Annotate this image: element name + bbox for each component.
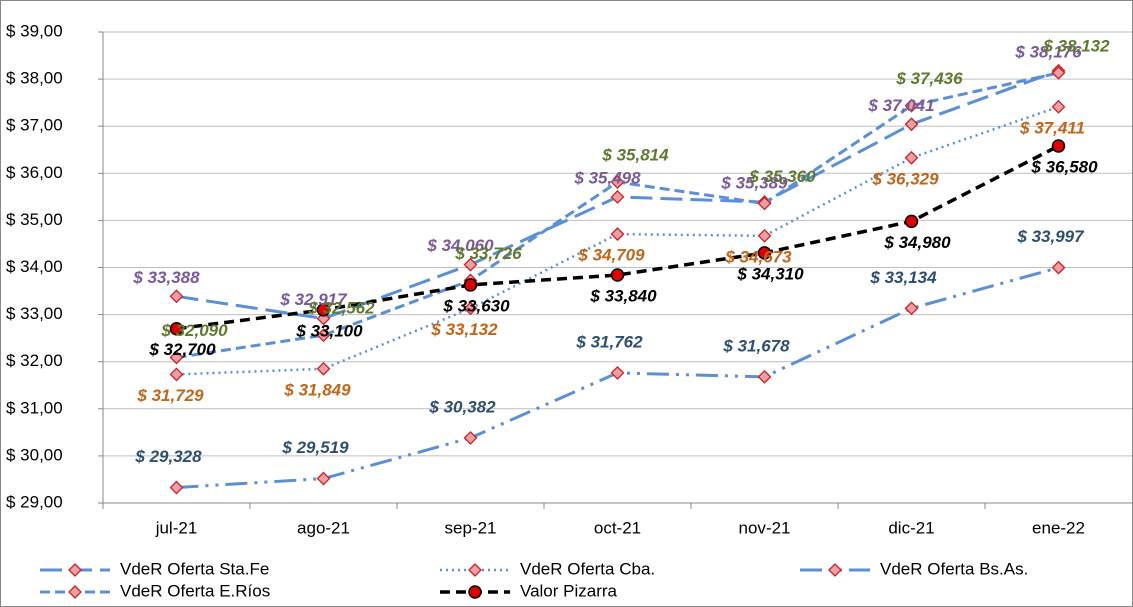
data-point bbox=[169, 289, 184, 304]
legend-label: VdeR Oferta Bs.As. bbox=[880, 559, 1028, 578]
data-point bbox=[1051, 139, 1066, 153]
data-label: $ 35,360 bbox=[748, 167, 816, 186]
data-label: $ 36,580 bbox=[1030, 157, 1098, 176]
x-tick-label: jul-21 bbox=[155, 518, 198, 537]
data-label: $ 29,519 bbox=[281, 438, 349, 457]
data-label: $ 35,498 bbox=[573, 168, 641, 187]
data-point bbox=[463, 278, 478, 292]
y-tick-label: $ 33,00 bbox=[6, 304, 63, 323]
y-tick-label: $ 37,00 bbox=[6, 116, 63, 135]
data-point bbox=[610, 175, 625, 189]
data-point bbox=[463, 301, 478, 316]
y-tick-label: $ 34,00 bbox=[6, 257, 63, 276]
data-label: $ 33,100 bbox=[295, 321, 363, 340]
data-label: $ 33,997 bbox=[1016, 227, 1085, 246]
data-point bbox=[904, 301, 919, 316]
data-point bbox=[904, 98, 919, 113]
data-point bbox=[169, 321, 184, 336]
data-point bbox=[316, 328, 331, 343]
data-label: $ 32,090 bbox=[160, 321, 228, 340]
data-label: $ 37,436 bbox=[895, 69, 963, 88]
data-label: $ 31,762 bbox=[575, 332, 643, 351]
data-point bbox=[610, 227, 625, 242]
data-label: $ 32,562 bbox=[307, 299, 375, 318]
data-label: $ 31,678 bbox=[722, 336, 790, 355]
data-point bbox=[904, 117, 919, 132]
data-label: $ 33,388 bbox=[132, 268, 200, 287]
data-label: $ 30,382 bbox=[428, 397, 496, 416]
legend-marker bbox=[68, 585, 82, 599]
legend-label: VdeR Oferta Sta.Fe bbox=[120, 559, 269, 578]
data-label: $ 33,630 bbox=[442, 296, 510, 315]
data-label: $ 34,980 bbox=[883, 233, 951, 252]
data-label: $ 34,060 bbox=[426, 236, 494, 255]
y-tick-label: $ 38,00 bbox=[6, 69, 63, 88]
legend-marker bbox=[468, 563, 482, 577]
data-label: $ 38,132 bbox=[1042, 36, 1110, 55]
data-point bbox=[169, 480, 184, 495]
data-point bbox=[757, 369, 772, 384]
data-label: $ 32,700 bbox=[148, 340, 216, 359]
data-label: $ 37,411 bbox=[1019, 118, 1085, 137]
y-tick-label: $ 31,00 bbox=[6, 398, 63, 417]
data-point bbox=[463, 430, 478, 445]
y-tick-label: $ 29,00 bbox=[6, 492, 63, 511]
data-label: $ 35,814 bbox=[601, 146, 669, 165]
data-point bbox=[757, 246, 772, 260]
legend-label: Valor Pizarra bbox=[520, 581, 618, 600]
data-label: $ 34,310 bbox=[736, 264, 804, 283]
x-tick-label: ago-21 bbox=[297, 518, 350, 537]
data-point bbox=[316, 303, 331, 317]
data-label: $ 34,709 bbox=[577, 246, 645, 265]
y-tick-label: $ 39,00 bbox=[6, 21, 63, 40]
data-point bbox=[757, 196, 772, 211]
data-label: $ 33,726 bbox=[454, 244, 522, 263]
data-point bbox=[169, 367, 184, 382]
x-tick-label: dic-21 bbox=[888, 518, 934, 537]
data-label: $ 31,849 bbox=[283, 380, 351, 399]
data-point bbox=[610, 268, 625, 282]
data-point bbox=[316, 361, 331, 376]
y-tick-label: $ 35,00 bbox=[6, 210, 63, 229]
data-label: $ 33,132 bbox=[430, 320, 498, 339]
data-label: $ 37,041 bbox=[867, 96, 934, 115]
data-label: $ 32,917 bbox=[279, 290, 348, 309]
data-point bbox=[1051, 99, 1066, 114]
data-point bbox=[610, 365, 625, 380]
legend-marker bbox=[828, 563, 842, 577]
data-label: $ 33,840 bbox=[589, 287, 657, 306]
x-tick-label: sep-21 bbox=[445, 518, 497, 537]
data-point bbox=[169, 350, 184, 365]
legend-marker bbox=[468, 585, 482, 599]
data-label: $ 29,328 bbox=[134, 447, 202, 466]
data-label: $ 33,134 bbox=[869, 268, 937, 287]
legend-label: VdeR Oferta Cba. bbox=[520, 559, 655, 578]
data-point bbox=[1051, 65, 1066, 80]
data-label: $ 36,329 bbox=[871, 169, 939, 188]
data-label: $ 31,729 bbox=[136, 386, 204, 405]
data-label: $ 35,389 bbox=[720, 174, 788, 193]
data-label: $ 38,176 bbox=[1014, 42, 1082, 61]
data-point bbox=[1051, 260, 1066, 275]
x-tick-label: nov-21 bbox=[739, 518, 791, 537]
data-point bbox=[463, 257, 478, 272]
data-point bbox=[904, 150, 919, 165]
data-label: $ 34,673 bbox=[724, 247, 792, 266]
data-point bbox=[757, 228, 772, 243]
legend-marker bbox=[68, 563, 82, 577]
y-tick-label: $ 32,00 bbox=[6, 351, 63, 370]
x-tick-label: oct-21 bbox=[594, 518, 641, 537]
legend-label: VdeR Oferta E.Ríos bbox=[120, 581, 270, 600]
x-tick-label: ene-22 bbox=[1032, 518, 1085, 537]
data-point bbox=[610, 190, 625, 204]
data-point bbox=[904, 214, 919, 229]
data-point bbox=[316, 471, 331, 486]
data-point bbox=[316, 311, 331, 326]
y-tick-label: $ 36,00 bbox=[6, 163, 63, 182]
y-tick-label: $ 30,00 bbox=[6, 445, 63, 464]
